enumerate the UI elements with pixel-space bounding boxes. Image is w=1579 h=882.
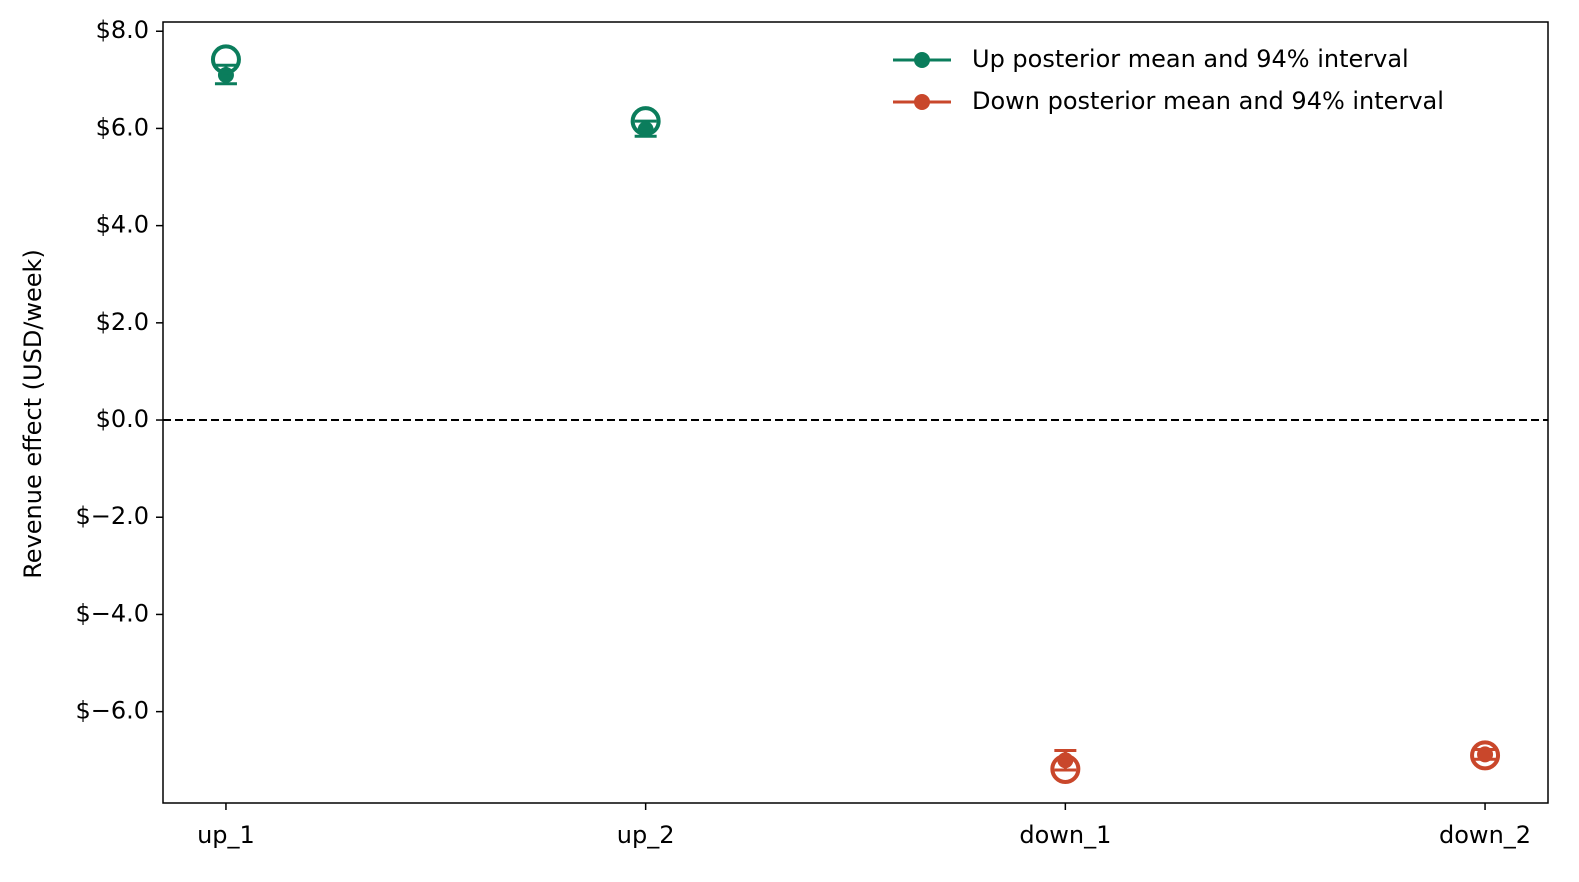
legend-label: Up posterior mean and 94% interval [972,45,1409,73]
x-tick-label: up_1 [197,821,255,849]
legend-marker [914,52,930,68]
plot-frame [162,21,1549,804]
reference-marker [1470,740,1501,771]
y-tick-label: $8.0 [96,16,149,44]
y-tick-label: $−2.0 [75,502,149,530]
y-tick-label: $−6.0 [75,697,149,725]
y-tick-label: $6.0 [96,113,149,141]
legend-marker [914,94,930,110]
mean-marker [1477,746,1494,763]
y-tick-label: $−4.0 [75,599,149,627]
y-tick-label: $4.0 [96,211,149,239]
x-tick-label: down_1 [1019,821,1111,849]
y-axis-label: Revenue effect (USD/week) [19,249,47,579]
reference-marker [1050,753,1081,784]
y-tick-label: $2.0 [96,308,149,336]
x-tick-label: down_2 [1439,821,1531,849]
y-tick-label: $0.0 [96,405,149,433]
reference-marker [630,106,661,137]
legend-label: Down posterior mean and 94% interval [972,87,1444,115]
x-tick-label: up_2 [617,821,675,849]
reference-marker [210,44,241,75]
